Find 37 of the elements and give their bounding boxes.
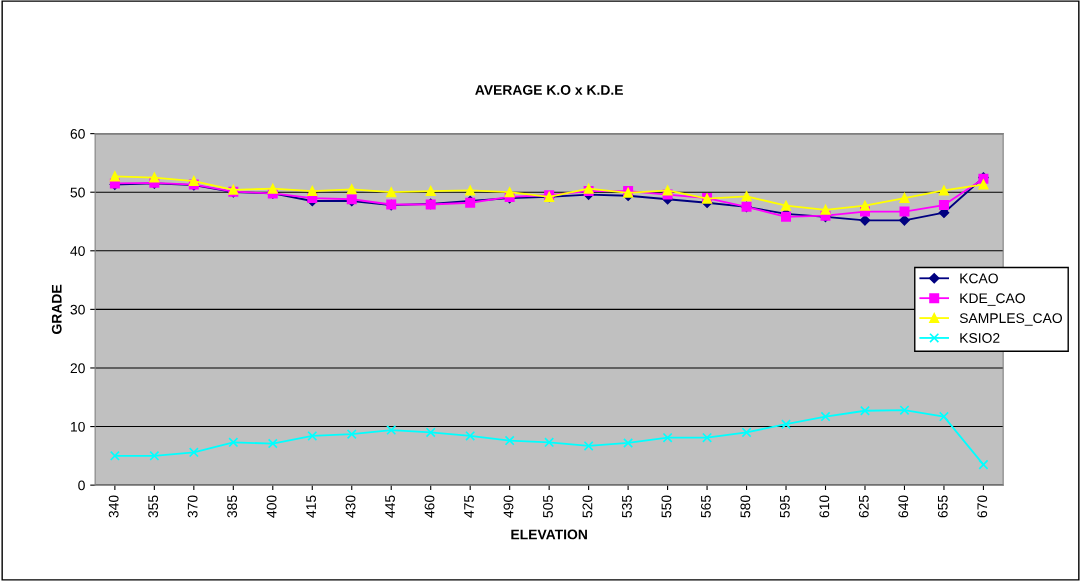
x-tick-label: 640 xyxy=(898,495,909,518)
x-tick-label: 490 xyxy=(503,495,514,518)
y-tick-label: 0 xyxy=(78,480,85,491)
x-tick-label: 445 xyxy=(385,495,395,518)
legend-label: KSIO2 xyxy=(960,333,1000,343)
x-tick-label: 355 xyxy=(148,495,159,518)
chart-title: AVERAGE K.O x K.D.E xyxy=(475,85,623,95)
x-tick-label: 475 xyxy=(464,495,474,518)
x-tick-label: 610 xyxy=(819,495,830,518)
y-tick-label: 60 xyxy=(70,128,85,139)
x-tick-label: 400 xyxy=(266,495,277,518)
y-axis-title: GRADE xyxy=(51,284,62,334)
legend-label: KDE_CAO xyxy=(960,293,1025,306)
x-tick-label: 580 xyxy=(740,495,751,518)
y-tick-label: 20 xyxy=(70,363,85,374)
x-tick-label: 550 xyxy=(661,495,672,518)
x-tick-label: 625 xyxy=(858,495,869,518)
x-tick-label: 655 xyxy=(937,495,948,518)
x-tick-label: 340 xyxy=(108,495,119,518)
x-tick-label: 595 xyxy=(779,495,790,518)
x-tick-label: 505 xyxy=(543,495,553,518)
legend-label: SAMPLES_CAO xyxy=(959,313,1062,326)
x-tick-label: 670 xyxy=(977,495,988,518)
y-tick-label: 10 xyxy=(71,421,85,432)
legend-label: KCAO xyxy=(960,273,998,284)
x-tick-label: 415 xyxy=(306,495,316,518)
x-tick-label: 565 xyxy=(700,495,711,518)
x-axis-title: ELEVATION xyxy=(511,529,587,540)
y-tick-label: 50 xyxy=(70,187,85,198)
x-tick-label: 520 xyxy=(582,495,593,518)
x-tick-label: 385 xyxy=(227,495,238,518)
x-tick-label: 535 xyxy=(622,495,632,518)
x-tick-label: 370 xyxy=(187,495,198,518)
x-tick-label: 460 xyxy=(424,495,435,518)
y-tick-label: 30 xyxy=(70,304,85,315)
y-tick-label: 40 xyxy=(70,246,85,256)
x-tick-label: 430 xyxy=(345,495,356,518)
